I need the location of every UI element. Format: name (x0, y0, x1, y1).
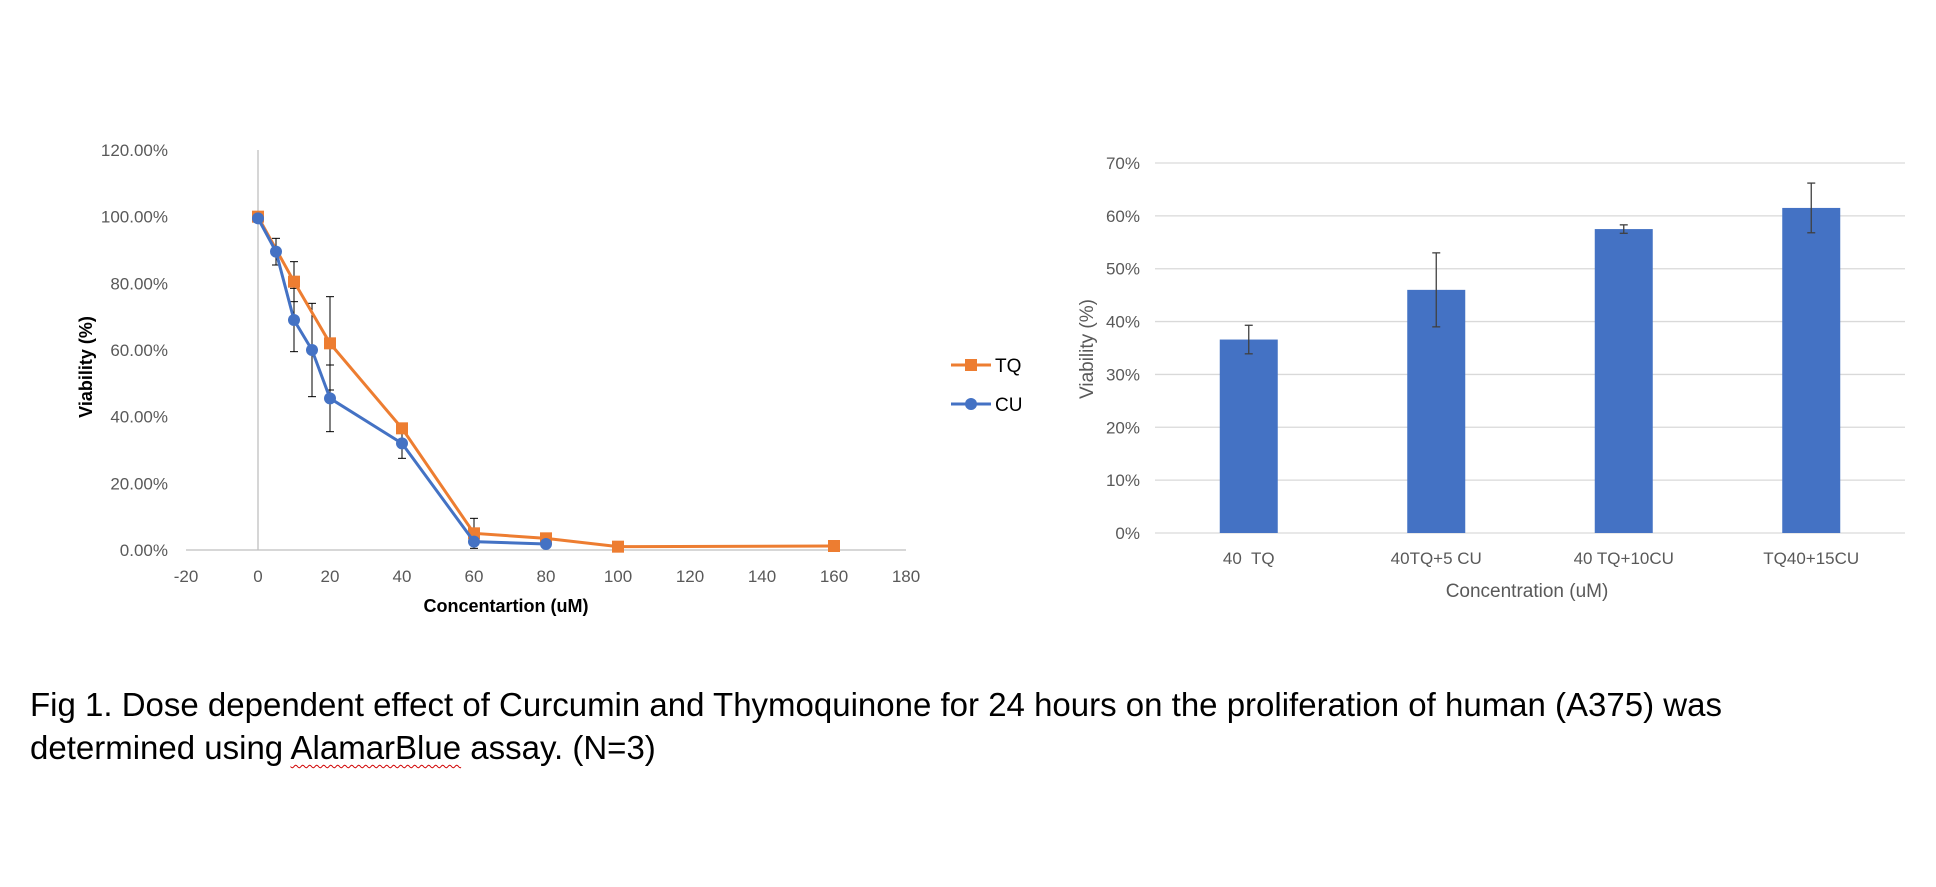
line-chart-y-tick-label: 40.00% (110, 408, 168, 427)
data-point-cu (540, 538, 552, 550)
bar-chart-category-label: 40TQ+5 CU (1391, 549, 1482, 568)
line-chart-y-tick-label: 60.00% (110, 341, 168, 360)
line-chart-x-tick-label: 40 (393, 567, 412, 586)
line-chart-x-tick-label: 160 (820, 567, 848, 586)
line-chart-series (252, 210, 840, 553)
data-point-cu (306, 344, 318, 356)
data-point-cu (252, 212, 264, 225)
data-point-cu (288, 314, 300, 326)
data-point-tq (828, 540, 840, 552)
line-chart-x-tick-label: 80 (537, 567, 556, 586)
line-chart-x-tick-label: 180 (892, 567, 920, 586)
line-chart-x-tick-label: 100 (604, 567, 632, 586)
bar (1594, 229, 1653, 534)
bar-chart-y-tick-label: 10% (1106, 471, 1140, 490)
data-point-cu (396, 437, 408, 450)
data-point-tq (324, 337, 336, 350)
bar-chart-y-tick-label: 70% (1106, 154, 1140, 173)
caption-flagged-word: AlamarBlue (290, 729, 462, 766)
data-point-cu (468, 535, 480, 548)
line-chart-y-axis-title: Viability (%) (76, 316, 96, 418)
data-point-tq (612, 540, 624, 553)
bar-chart-y-tick-label: 30% (1106, 365, 1140, 384)
line-series-tq (256, 215, 835, 549)
line-chart-y-tick-labels: 0.00% 20.00% 40.00% 60.00% 80.00% 100.00% 120.… (101, 141, 168, 560)
line-chart-error-bars (272, 237, 478, 549)
caption-line-2-end: assay. (N=3) (461, 729, 656, 766)
line-chart-x-tick-label: 0 (253, 567, 262, 586)
line-chart-x-tick-labels: -20 0 20 40 60 80 100 120 140 160 180 (174, 567, 920, 586)
bar-chart-bars (1219, 207, 1841, 534)
bar-chart-y-tick-label: 40% (1106, 313, 1140, 332)
data-point-tq (288, 275, 300, 288)
legend-marker-tq (965, 359, 977, 371)
bar-chart-y-tick-labels: 0% 10% 20% 30% 40% 50% 60% 70% (1106, 154, 1140, 543)
bar-chart-category-label: TQ40+15CU (1763, 549, 1859, 568)
bar-chart-category-labels: 40 TQ 40TQ+5 CU 40 TQ+10CU TQ40+15CU (1223, 549, 1859, 568)
data-point-tq (396, 422, 408, 435)
bar-chart-x-axis-title: Concentration (uM) (1446, 581, 1609, 602)
line-chart: 0.00% 20.00% 40.00% 60.00% 80.00% 100.00% 120.… (76, 141, 1022, 616)
line-chart-y-tick-label: 100.00% (101, 208, 168, 227)
caption-line-2: determined using AlamarBlue assay. (N=3) (30, 726, 1910, 769)
bar-chart-gridlines (1155, 162, 1905, 534)
line-chart-y-tick-label: 0.00% (120, 541, 168, 560)
bar-chart-y-tick-label: 50% (1106, 260, 1140, 279)
figure-caption: Fig 1. Dose dependent effect of Curcumin… (30, 683, 1910, 769)
line-chart-y-tick-label: 120.00% (101, 141, 168, 160)
bar (1782, 207, 1841, 533)
line-chart-x-tick-label: 140 (748, 567, 776, 586)
line-series-cu (256, 217, 547, 546)
bar-chart-y-tick-label: 0% (1115, 524, 1140, 543)
legend-marker-cu (965, 398, 977, 410)
legend-label-cu: CU (995, 395, 1022, 416)
data-point-cu (270, 245, 282, 258)
bar-chart-y-tick-label: 60% (1106, 207, 1140, 226)
line-chart-x-tick-label: 120 (676, 567, 704, 586)
line-chart-y-tick-label: 20.00% (110, 474, 168, 493)
legend-label-tq: TQ (995, 356, 1021, 377)
line-chart-y-tick-label: 80.00% (110, 274, 168, 293)
data-point-cu (324, 392, 336, 405)
bar-chart-y-axis-title: Viability (%) (1077, 299, 1098, 399)
bar-chart: 0%10%20%30%40%50%60%70% 40 TQ 40TQ+5 CU 40… (1077, 154, 1905, 602)
bar (1407, 289, 1466, 533)
caption-line-2-start: determined using (30, 729, 291, 766)
bar-chart-category-label: 40 TQ (1223, 549, 1275, 568)
line-chart-x-axis-title: Concentartion (uM) (424, 596, 589, 616)
bar (1219, 339, 1278, 533)
line-chart-legend: TQ CU (951, 356, 1022, 416)
bar-chart-category-label: 40 TQ+10CU (1574, 549, 1674, 568)
bar-chart-error-bars (1244, 182, 1816, 355)
line-chart-x-tick-label: -20 (174, 567, 199, 586)
bar-chart-y-tick-label: 20% (1106, 418, 1140, 437)
line-chart-x-tick-label: 60 (465, 567, 484, 586)
line-chart-x-tick-label: 20 (321, 567, 340, 586)
caption-line-1: Fig 1. Dose dependent effect of Curcumin… (30, 686, 1722, 723)
